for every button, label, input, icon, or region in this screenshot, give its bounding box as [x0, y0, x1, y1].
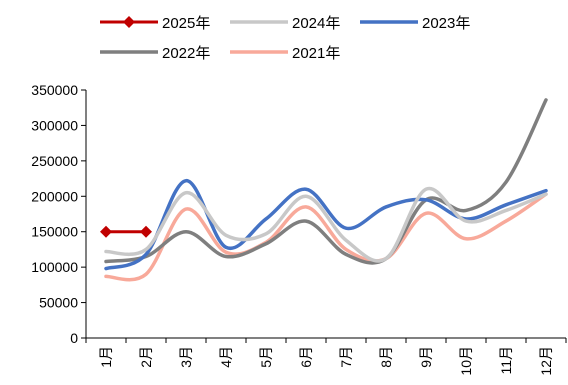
legend-item-3: 2022年 — [100, 45, 210, 62]
x-tick-label: 1月 — [98, 346, 114, 368]
legend-label: 2024年 — [292, 15, 340, 32]
x-tick-label: 7月 — [338, 346, 354, 368]
y-tick-label: 0 — [70, 330, 78, 346]
y-tick-label: 200000 — [31, 188, 78, 204]
x-tick-label: 11月 — [498, 346, 514, 375]
legend-label: 2022年 — [162, 45, 210, 62]
series-3 — [104, 98, 548, 265]
series-0 — [100, 225, 152, 238]
y-axis: 0 50000 100000 150000 200000 250000 300000 3500… — [31, 82, 87, 346]
y-tick-label: 100000 — [31, 259, 78, 275]
series-4 — [104, 192, 548, 282]
y-tick-label: 300000 — [31, 117, 78, 133]
x-tick-label: 4月 — [218, 346, 234, 368]
chart-legend: 2025年 2024年 2023年 2022年 2021年 — [100, 15, 470, 62]
series-layer — [100, 98, 548, 282]
series-line — [104, 98, 548, 265]
y-tick-label: 350000 — [31, 82, 78, 98]
series-line — [104, 186, 548, 263]
y-tick-label: 150000 — [31, 224, 78, 240]
series-1 — [104, 186, 548, 263]
data-point — [100, 225, 112, 238]
legend-marker — [123, 16, 135, 28]
y-tick-label: 50000 — [39, 295, 78, 311]
data-point — [140, 225, 152, 238]
legend-label: 2025年 — [162, 15, 210, 32]
y-tick-label: 250000 — [31, 153, 78, 169]
legend-label: 2023年 — [422, 15, 470, 32]
x-tick-label: 10月 — [458, 346, 474, 376]
x-tick-label: 8月 — [378, 346, 394, 368]
x-tick-label: 2月 — [138, 346, 154, 368]
legend-item-4: 2021年 — [230, 45, 340, 62]
legend-label: 2021年 — [292, 45, 340, 62]
series-line — [104, 192, 548, 282]
legend-item-2: 2023年 — [360, 15, 470, 32]
x-axis: 1月 2月 3月 4月 5月 6月 7月 8月 9月 10月 11月 12月 — [85, 337, 567, 376]
legend-item-1: 2024年 — [230, 15, 340, 32]
legend-item-0: 2025年 — [100, 15, 210, 32]
series-2 — [104, 178, 548, 271]
series-line — [104, 178, 548, 271]
x-tick-label: 6月 — [298, 346, 314, 368]
x-tick-label: 12月 — [538, 346, 554, 376]
x-tick-label: 9月 — [418, 346, 434, 368]
x-tick-label: 5月 — [258, 346, 274, 368]
x-tick-label: 3月 — [178, 346, 194, 368]
